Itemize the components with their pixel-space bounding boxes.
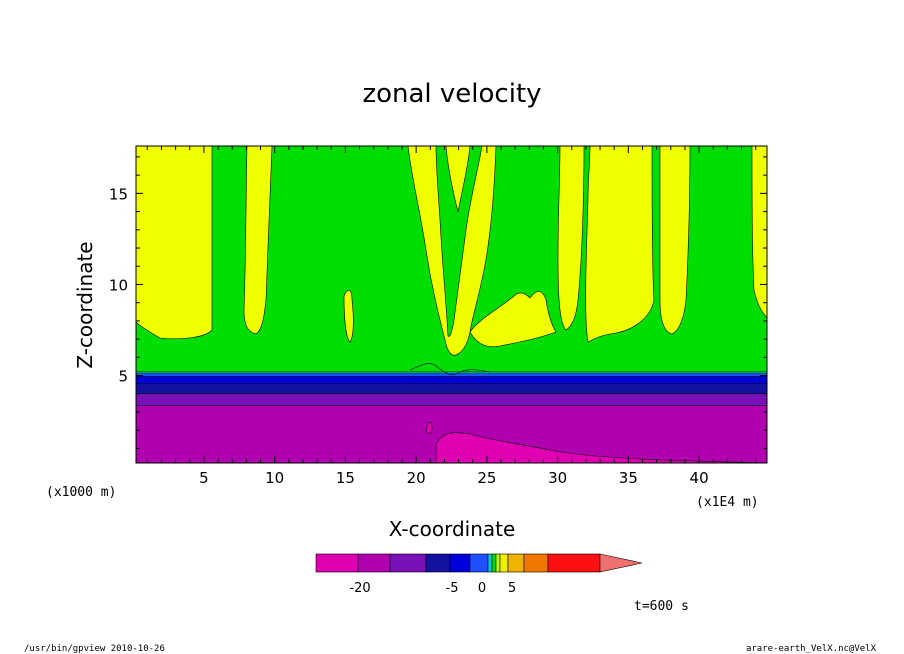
x-tick-label: 40	[690, 469, 709, 487]
plot-frame	[135, 145, 768, 464]
colorbar-segment	[315, 553, 359, 573]
y-tick-label: 15	[109, 185, 128, 203]
region-column-8	[243, 146, 273, 335]
colorbar-segment	[357, 553, 391, 573]
colorbar-segment	[495, 553, 501, 573]
colorbar-tick-label: -20	[349, 581, 370, 596]
x-tick-label: 30	[548, 469, 567, 487]
footer-right: arare-earth_VelX.nc@VelX	[746, 644, 877, 654]
colorbar-tick-label: 5	[508, 581, 516, 596]
x-axis-label: X-coordinate	[389, 517, 516, 541]
x-unit-left: (x1000 m)	[46, 485, 116, 500]
time-annotation: t=600 s	[634, 599, 689, 614]
y-tick-label: 10	[109, 276, 128, 294]
colorbar-segment	[425, 553, 451, 573]
colorbar-tick-label: 0	[478, 581, 486, 596]
colorbar-segment	[523, 553, 549, 573]
colorbar-segment	[491, 553, 497, 573]
center-green-slivers	[435, 146, 483, 337]
y-tick-label: 5	[118, 368, 128, 386]
region-column-30	[557, 146, 585, 331]
colorbar	[315, 553, 643, 573]
chart-title: zonal velocity	[362, 79, 541, 109]
colorbar-segment	[469, 553, 489, 573]
colorbar-segment	[449, 553, 471, 573]
region-right-yellow	[585, 146, 655, 343]
region-right-spike	[469, 291, 557, 347]
colorbar-segment	[389, 553, 427, 573]
center-green-tongue	[435, 146, 483, 337]
colorbar-segment	[487, 553, 493, 573]
colorbar-tick-label: -5	[446, 581, 459, 596]
colorbar-labels: -20 -5 0 5	[349, 581, 516, 596]
x-tick-label: 15	[336, 469, 355, 487]
x-axis-ticks: 5 10 15 20 25 30 35 40	[146, 146, 757, 487]
x-tick-label: 20	[407, 469, 426, 487]
footer-left: /usr/bin/gpview 2010-10-26	[24, 644, 165, 654]
colorbar-segment	[499, 553, 509, 573]
layer-navy-band	[136, 383, 767, 395]
layer-dark-blue-band	[136, 376, 767, 385]
x-unit-right: (x1E4 m)	[696, 495, 759, 510]
region-column-15	[343, 289, 354, 343]
colorbar-segment	[547, 553, 601, 573]
bands-perturbation	[409, 363, 491, 375]
colorbar-over-triangle	[599, 553, 643, 573]
y-axis-label: Z-coordinate	[73, 241, 97, 368]
center-yellow-inner	[445, 146, 471, 213]
y-axis-ticks: 5 10 15	[109, 156, 767, 449]
layer-cyan-band	[136, 371, 767, 374]
layer-purple-band	[136, 393, 767, 406]
region-left-yellow	[136, 146, 213, 340]
colorbar-segment	[507, 553, 525, 573]
plot-area	[136, 146, 767, 463]
x-tick-label: 25	[477, 469, 496, 487]
x-tick-label: 10	[265, 469, 284, 487]
pink-spot	[425, 421, 433, 434]
region-far-right	[751, 146, 767, 319]
layer-blue-band	[136, 373, 767, 377]
x-tick-label: 5	[199, 469, 209, 487]
region-column-40	[659, 146, 691, 335]
x-tick-label: 35	[619, 469, 638, 487]
